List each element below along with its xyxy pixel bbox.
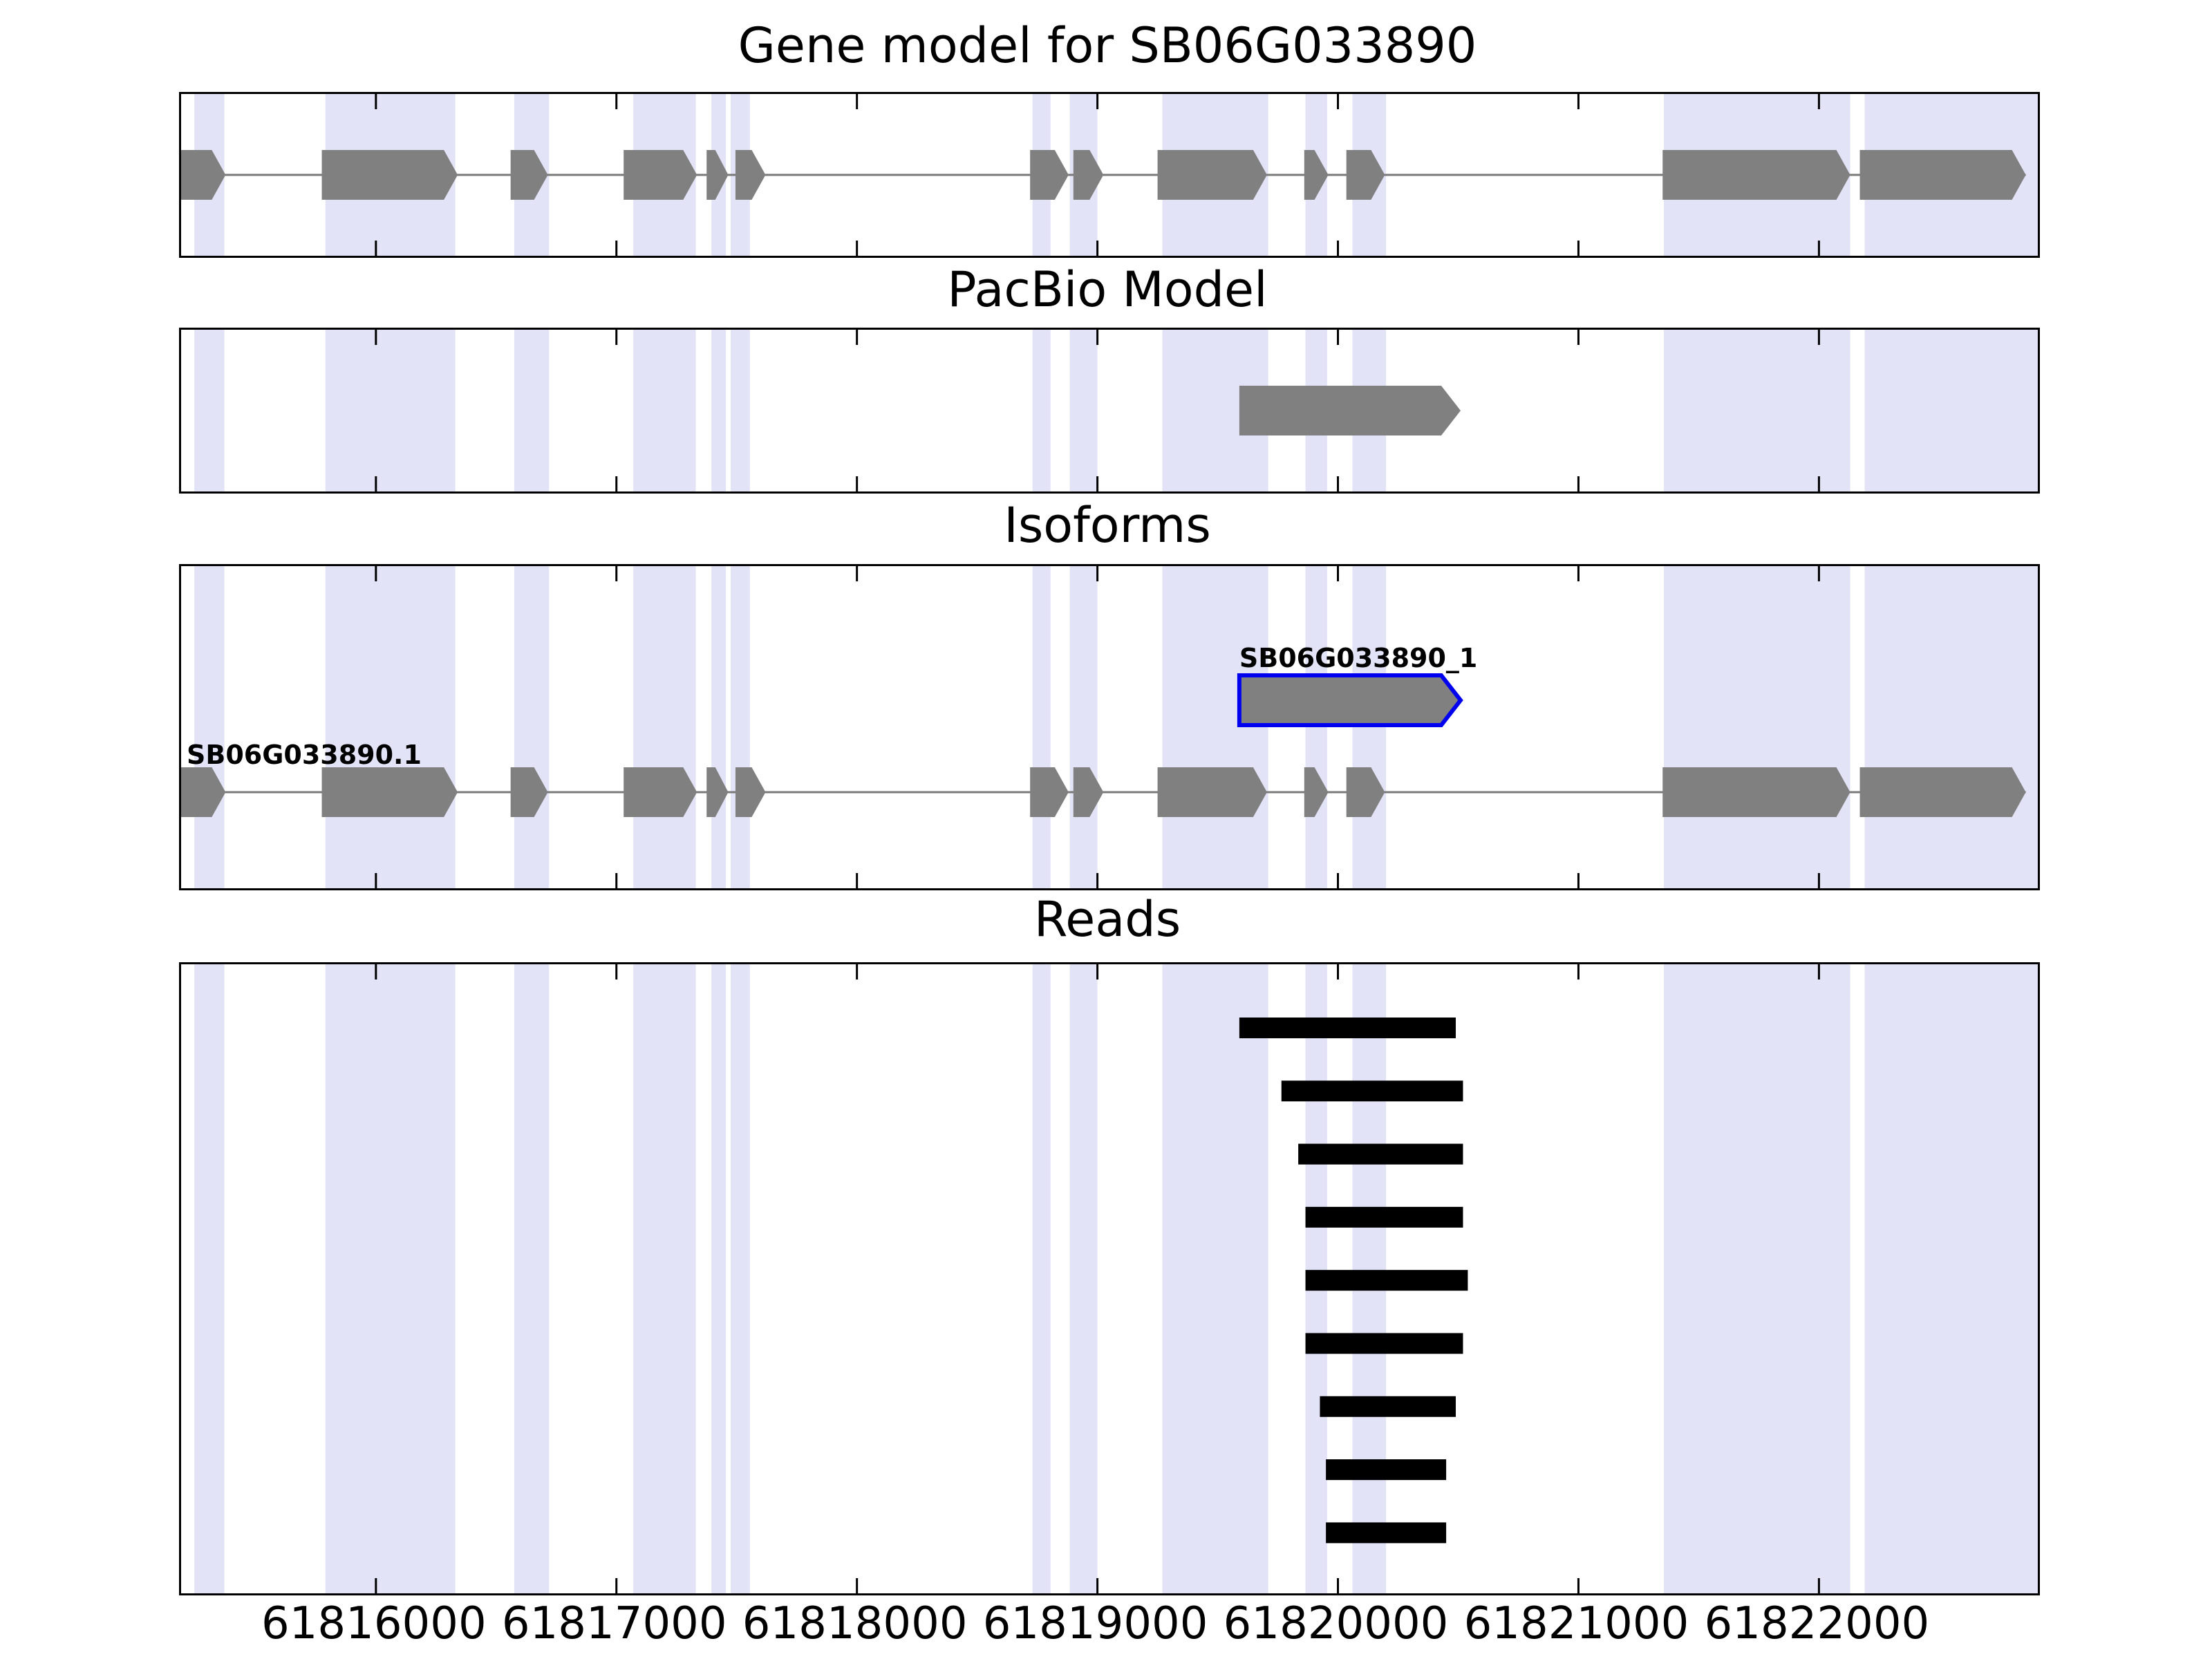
- panel-title-isoforms: Isoforms: [1004, 497, 1211, 554]
- exon-shape: [706, 150, 729, 200]
- x-axis-tick-label: 61819000: [982, 1598, 1208, 1649]
- exon-shape: [321, 767, 458, 817]
- highlight-stripe: [325, 330, 456, 491]
- x-axis-tick-label: 61817000: [501, 1598, 727, 1649]
- highlight-stripe: [711, 566, 727, 888]
- highlight-stripe: [1032, 964, 1051, 1593]
- highlight-stripe: [514, 330, 550, 491]
- read-bar: [1320, 1396, 1456, 1417]
- panel-title-reads: Reads: [1033, 891, 1181, 948]
- read-bar: [1298, 1143, 1463, 1165]
- x-axis-tick-label: 61818000: [742, 1598, 968, 1649]
- highlight-stripe: [194, 964, 225, 1593]
- read-bar: [1281, 1080, 1463, 1102]
- exon-shape: [510, 150, 548, 200]
- read-bar: [1305, 1270, 1468, 1291]
- read-bar: [1326, 1459, 1447, 1481]
- highlight-stripe: [1032, 566, 1051, 888]
- exon-shape: [1157, 767, 1267, 817]
- panel-title-gene-model: Gene model for SB06G033890: [738, 17, 1477, 74]
- highlight-stripe: [633, 330, 696, 491]
- highlight-stripe: [1864, 964, 2038, 1593]
- exon-shape: [624, 150, 697, 200]
- read-bar: [1239, 1018, 1456, 1038]
- exon-shape: [1859, 767, 2026, 817]
- highlight-stripe: [194, 566, 225, 888]
- highlight-stripe: [1864, 330, 2038, 491]
- highlight-stripe: [514, 964, 550, 1593]
- exon-shape: [1073, 767, 1104, 817]
- highlight-stripe: [1032, 330, 1051, 491]
- x-axis-labels: 61816000 61817000 61818000 61819000 61820000…: [179, 1598, 2036, 1653]
- read-bar: [1305, 1333, 1463, 1354]
- x-axis-tick-label: 61821000: [1463, 1598, 1689, 1649]
- highlight-stripe: [194, 330, 225, 491]
- exon-shape: [1030, 150, 1069, 200]
- exon-shape: [735, 767, 766, 817]
- highlight-stripe: [325, 964, 456, 1593]
- exon-shape: [735, 150, 766, 200]
- panel-canvas: [181, 94, 2038, 256]
- highlight-stripe: [731, 330, 750, 491]
- exon-shape: [1346, 150, 1385, 200]
- highlight-stripe: [514, 566, 550, 888]
- gene-model-panel: [179, 92, 2040, 258]
- exon-shape: [1662, 767, 1850, 817]
- exon-shape: [1030, 767, 1069, 817]
- highlight-stripe: [1663, 330, 1850, 491]
- highlight-stripe: [1069, 964, 1098, 1593]
- exon-shape: [181, 150, 226, 200]
- gene-label: SB06G033890.1: [187, 740, 422, 770]
- exon-shape: [181, 767, 226, 817]
- panel-canvas: [194, 330, 2038, 491]
- panel-canvas: [194, 964, 2038, 1593]
- highlight-stripe: [711, 964, 727, 1593]
- exon-shape: [321, 150, 458, 200]
- highlight-stripe: [1663, 566, 1850, 888]
- highlight-stripe: [633, 566, 696, 888]
- exon-shape: [1662, 150, 1850, 200]
- panel-title-pacbio: PacBio Model: [947, 261, 1268, 318]
- highlight-stripe: [731, 566, 750, 888]
- highlight-stripe: [325, 566, 456, 888]
- isoform-highlighted-arrow: [1237, 673, 1463, 727]
- highlight-stripe: [1162, 964, 1268, 1593]
- read-bar: [1326, 1522, 1447, 1544]
- x-axis-tick-label: 61816000: [261, 1598, 487, 1649]
- highlight-stripe: [1864, 566, 2038, 888]
- exon-shape: [510, 767, 548, 817]
- exon-shape: [1346, 767, 1385, 817]
- x-axis-tick-label: 61820000: [1223, 1598, 1449, 1649]
- reads-panel: [179, 962, 2040, 1595]
- read-bar: [1305, 1206, 1463, 1228]
- highlight-stripe: [1069, 566, 1098, 888]
- highlight-stripe: [731, 964, 750, 1593]
- highlight-stripe: [1663, 964, 1850, 1593]
- highlight-stripe: [1069, 330, 1098, 491]
- exon-shape: [624, 767, 697, 817]
- exon-shape: [1073, 150, 1104, 200]
- isoform-label: SB06G033890_1: [1239, 643, 1478, 673]
- exon-shape: [1304, 150, 1329, 200]
- highlight-stripe: [633, 964, 696, 1593]
- exon-shape: [706, 767, 729, 817]
- exon-shape: [1157, 150, 1267, 200]
- isoforms-panel: SB06G033890_1 SB06G033890.1: [179, 564, 2040, 890]
- exon-shape: [1859, 150, 2026, 200]
- pacbio-transcript-arrow: [1239, 386, 1461, 435]
- x-axis-tick-label: 61822000: [1704, 1598, 1930, 1649]
- pacbio-panel: [179, 328, 2040, 494]
- highlight-stripe: [711, 330, 727, 491]
- panel-canvas: SB06G033890_1 SB06G033890.1: [181, 566, 2038, 888]
- exon-shape: [1304, 767, 1329, 817]
